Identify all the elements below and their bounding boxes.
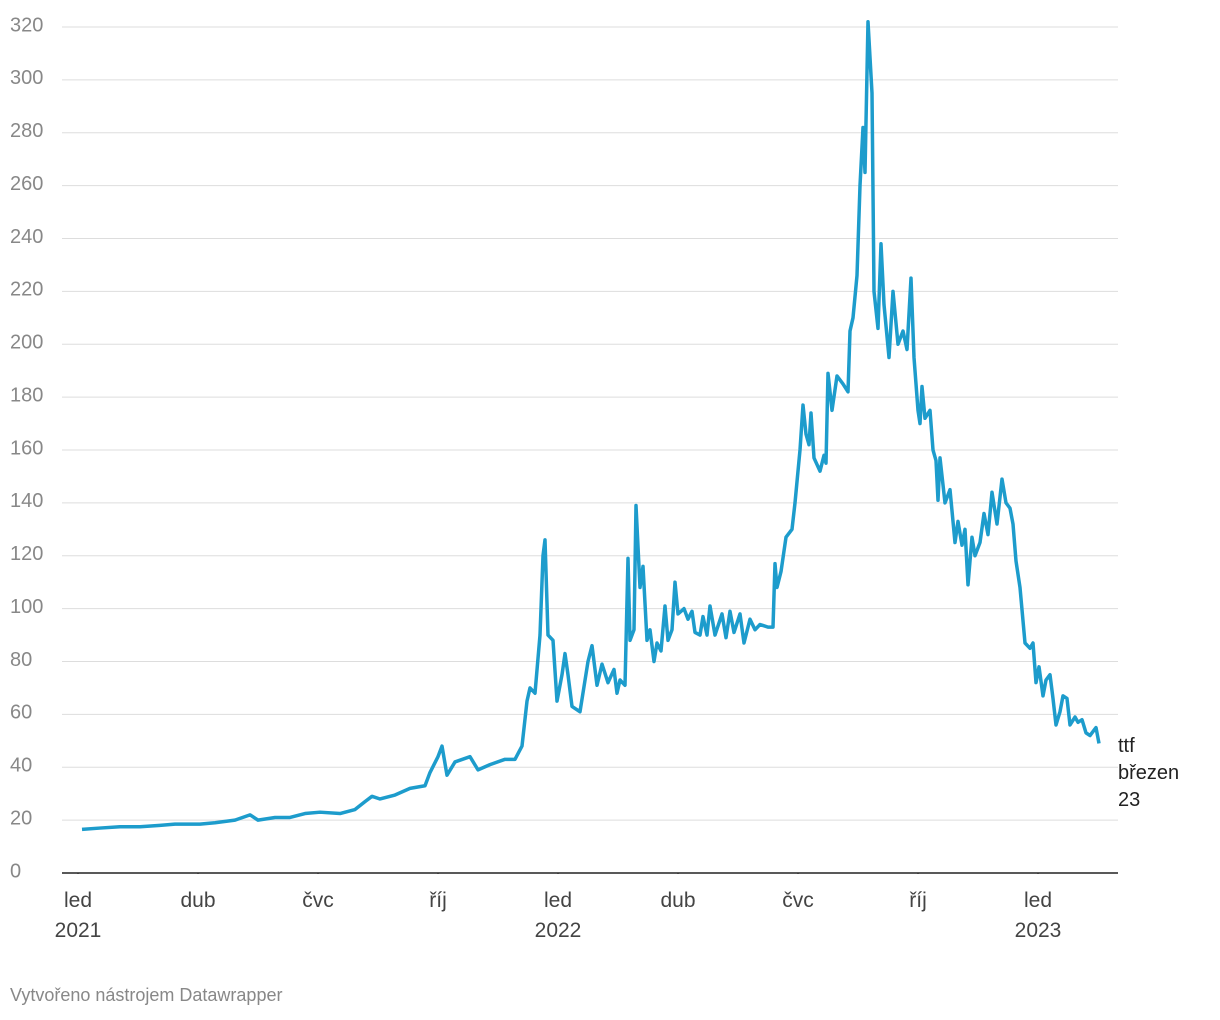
y-tick-label: 240 [10, 226, 43, 248]
x-tick-label: led [544, 889, 572, 912]
y-tick-label: 0 [10, 860, 21, 882]
y-tick-label: 160 [10, 437, 43, 459]
y-tick-label: 260 [10, 173, 43, 195]
y-tick-label: 180 [10, 384, 43, 406]
y-tick-label: 300 [10, 67, 43, 89]
x-tick-label: led [64, 889, 92, 912]
series-label: ttf březen 23 [1118, 735, 1180, 811]
y-tick-label: 120 [10, 543, 43, 565]
x-tick-label: dub [660, 889, 695, 912]
y-tick-label: 200 [10, 332, 43, 354]
y-tick-label: 140 [10, 490, 43, 512]
x-tick-year: 2022 [535, 919, 582, 942]
x-tick-label: říj [909, 889, 927, 912]
x-tick-label: říj [429, 889, 447, 912]
line [81, 19, 1101, 832]
y-tick-label: 20 [10, 807, 32, 829]
x-tick-label: dub [180, 889, 215, 912]
y-tick-label: 320 [10, 14, 43, 36]
footer: Vytvořeno nástrojem Datawrapper [10, 985, 283, 1005]
y-tick-label: 100 [10, 596, 43, 618]
y-tick-label: 80 [10, 649, 32, 671]
x-tick-label: čvc [782, 889, 814, 912]
x-tick-label: čvc [302, 889, 334, 912]
x-tick-year: 2021 [55, 919, 102, 942]
x-tick-label: led [1024, 889, 1052, 912]
x-tick-year: 2023 [1015, 919, 1062, 942]
y-tick-label: 60 [10, 702, 32, 724]
y-tick-label: 40 [10, 755, 32, 777]
y-tick-label: 280 [10, 120, 43, 142]
y-tick-label: 220 [10, 279, 43, 301]
